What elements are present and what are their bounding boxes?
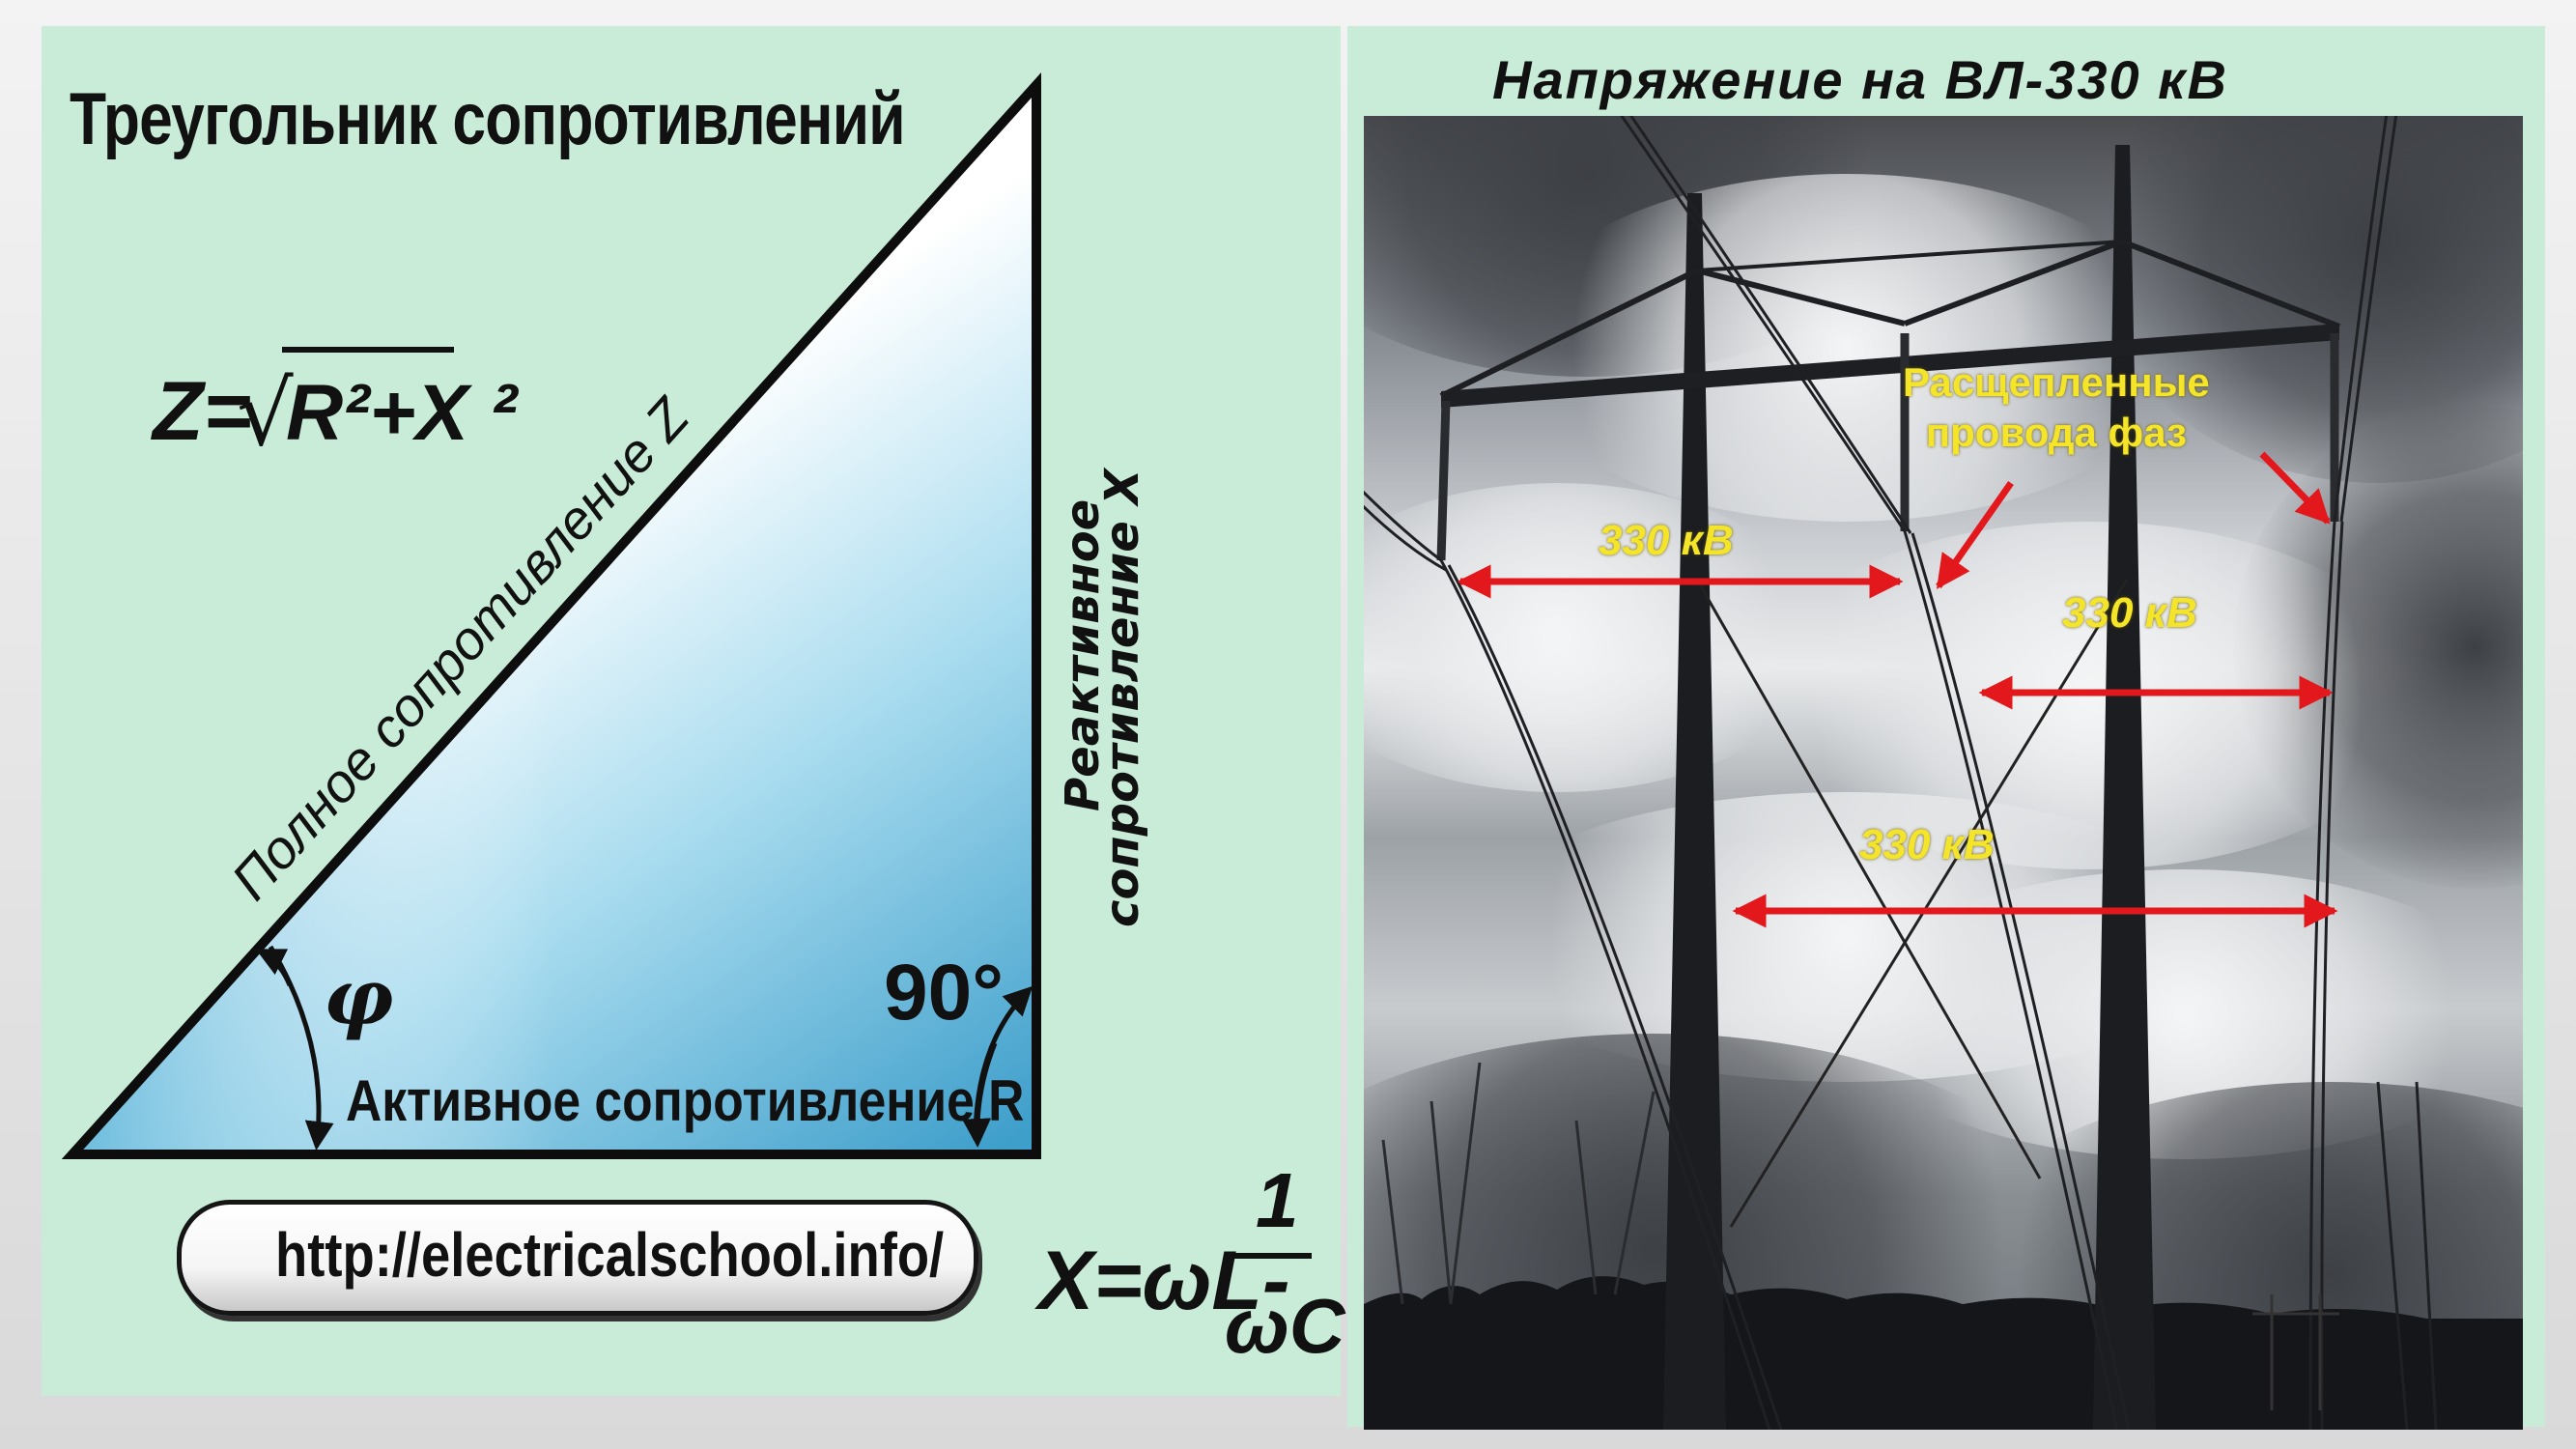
right-tower-pole (2093, 145, 2156, 1430)
phi-angle-arc-start (255, 949, 293, 986)
treeline (1364, 1276, 2523, 1430)
right-angle-value: 90° (884, 949, 1004, 1037)
phi-symbol: φ (324, 952, 393, 1042)
formula-x-denominator: ωC (1225, 1283, 1346, 1369)
conductors (1364, 116, 2438, 1430)
formula-z-radicand: R²+X ² (286, 369, 520, 457)
power-line-structures (1364, 116, 2523, 1430)
power-line-photo (1364, 116, 2523, 1430)
right-angle-arc-end (962, 1042, 998, 1148)
bare-branches (1381, 1062, 1713, 1305)
formula-x-lhs: X=ωL- (1034, 1235, 1290, 1327)
split-wire-pointer-2 (2259, 451, 2331, 525)
triangle-outline (61, 71, 1041, 1159)
base-label: Активное сопротивление R (346, 1067, 1024, 1133)
formula-z-sqrt: √ (237, 362, 294, 466)
voltage-label-1: 330 кВ (1599, 517, 1734, 564)
crossarm (1441, 324, 2339, 408)
split-wire-pointer-1 (1936, 480, 2014, 589)
split-wires-label: Расщепленные провода фаз (1903, 357, 2210, 458)
distant-pylons (2252, 1294, 2339, 1410)
formula-x-numerator: 1 (1256, 1157, 1299, 1243)
split-wires-label-line1: Расщепленные (1903, 359, 2210, 405)
insulators (1436, 333, 2339, 561)
formula-z-lhs: Z= (150, 365, 252, 458)
reactive-label-line2: сопротивление X (1095, 467, 1149, 927)
voltage-label-3: 330 кВ (1859, 821, 1995, 868)
reactive-label-line1: Реактивное (1056, 499, 1110, 811)
photo-title: Напряжение на ВЛ-330 кВ (1492, 49, 2228, 110)
diagram-title: Треугольник сопротивлений (70, 78, 906, 160)
left-tower-pole (1663, 193, 1726, 1430)
split-wires-label-line2: провода фаз (1925, 410, 2188, 455)
voltage-label-2: 330 кВ (2062, 589, 2197, 637)
url-banner (177, 1200, 978, 1316)
url-text[interactable]: http://electricalschool.info/ (275, 1220, 945, 1290)
